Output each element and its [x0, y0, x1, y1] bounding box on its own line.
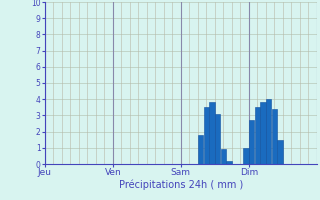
Bar [221, 149, 226, 164]
Bar [277, 140, 283, 164]
Bar [260, 102, 266, 164]
Bar [244, 148, 249, 164]
Bar [272, 109, 277, 164]
Bar [266, 99, 271, 164]
Bar [227, 161, 231, 164]
Bar [255, 107, 260, 164]
Bar [204, 107, 209, 164]
Bar [198, 135, 203, 164]
X-axis label: Précipitations 24h ( mm ): Précipitations 24h ( mm ) [119, 180, 243, 190]
Bar [209, 102, 214, 164]
Bar [215, 114, 220, 164]
Bar [249, 120, 254, 164]
